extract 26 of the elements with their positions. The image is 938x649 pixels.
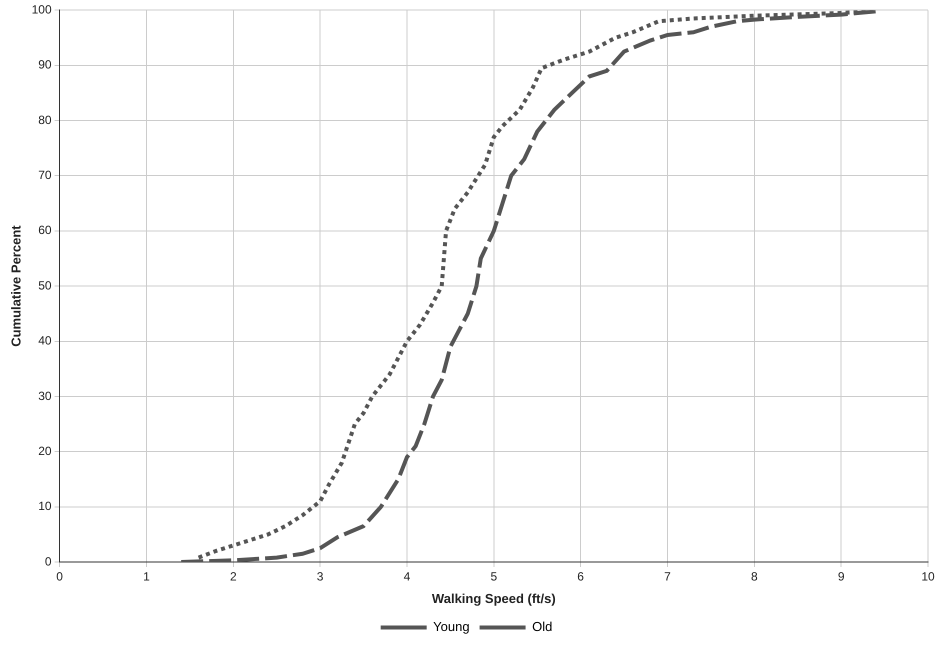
x-tick-label: 7 (664, 570, 672, 584)
x-tick-label: 4 (404, 570, 411, 584)
x-tick-label: 2 (230, 570, 237, 584)
x-tick-label: 9 (838, 570, 845, 584)
x-axis-title: Walking Speed (ft/s) (432, 590, 556, 606)
y-tick-label: 100 (32, 2, 52, 17)
legend-label: Old (532, 619, 552, 634)
y-tick-label: 70 (38, 168, 52, 182)
y-tick-label: 50 (38, 278, 52, 292)
x-tick-label: 3 (316, 570, 324, 584)
x-tick-label: 1 (143, 570, 150, 584)
y-tick-label: 30 (38, 388, 52, 403)
y-tick-label: 40 (38, 334, 52, 348)
y-tick-label: 0 (44, 554, 52, 568)
y-axis-title: Cumulative Percent (8, 224, 24, 347)
x-tick-label: 5 (490, 570, 498, 584)
y-tick-label: 90 (38, 58, 52, 72)
x-tick-label: 8 (750, 570, 758, 584)
x-tick-label: 6 (577, 570, 584, 584)
y-tick-label: 60 (38, 223, 52, 238)
y-tick-label: 20 (38, 444, 52, 458)
y-tick-label: 80 (38, 112, 52, 127)
x-tick-label: 10 (921, 570, 935, 584)
y-tick-label: 10 (38, 499, 52, 514)
x-tick-label: 0 (56, 570, 64, 584)
legend-label: Young (433, 619, 470, 634)
